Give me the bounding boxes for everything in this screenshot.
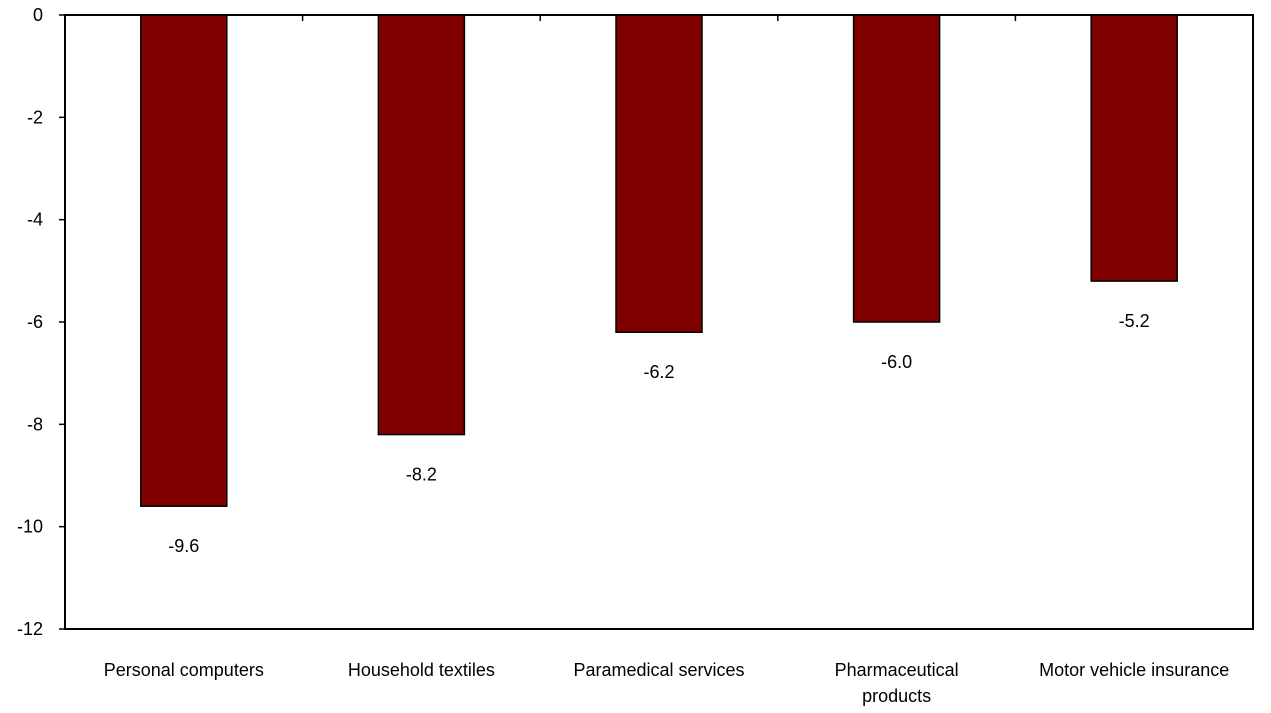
y-tick-label: -8 bbox=[27, 414, 43, 434]
data-label: -6.0 bbox=[881, 352, 912, 372]
x-tick-label: Personal computers bbox=[104, 660, 264, 680]
y-tick-label: 0 bbox=[33, 5, 43, 25]
bar bbox=[852, 14, 941, 323]
bar bbox=[1090, 14, 1178, 282]
y-tick-label: -10 bbox=[17, 517, 43, 537]
data-label: -6.2 bbox=[643, 362, 674, 382]
y-axis: 0 -2 -4 -6 -8 -10 -12 bbox=[17, 5, 65, 639]
bar bbox=[377, 14, 466, 436]
x-tick-label: products bbox=[862, 686, 931, 706]
data-labels-group: -9.6 -8.2 -6.2 -6.0 -5.2 bbox=[168, 311, 1149, 556]
data-label: -8.2 bbox=[406, 465, 437, 485]
x-tick-label: Motor vehicle insurance bbox=[1039, 660, 1229, 680]
y-tick-label: -12 bbox=[17, 619, 43, 639]
bars-group bbox=[140, 14, 1178, 507]
y-tick-label: -4 bbox=[27, 210, 43, 230]
y-tick-label: -6 bbox=[27, 312, 43, 332]
data-label: -5.2 bbox=[1119, 311, 1150, 331]
data-label: -9.6 bbox=[168, 536, 199, 556]
x-tick-label: Household textiles bbox=[348, 660, 495, 680]
y-tick-label: -2 bbox=[27, 107, 43, 127]
x-tick-label: Pharmaceutical bbox=[835, 660, 959, 680]
x-tick-label: Paramedical services bbox=[573, 660, 744, 680]
bar bbox=[140, 14, 228, 507]
x-axis: Personal computers Household textiles Para… bbox=[64, 15, 1254, 706]
bar bbox=[615, 14, 703, 333]
